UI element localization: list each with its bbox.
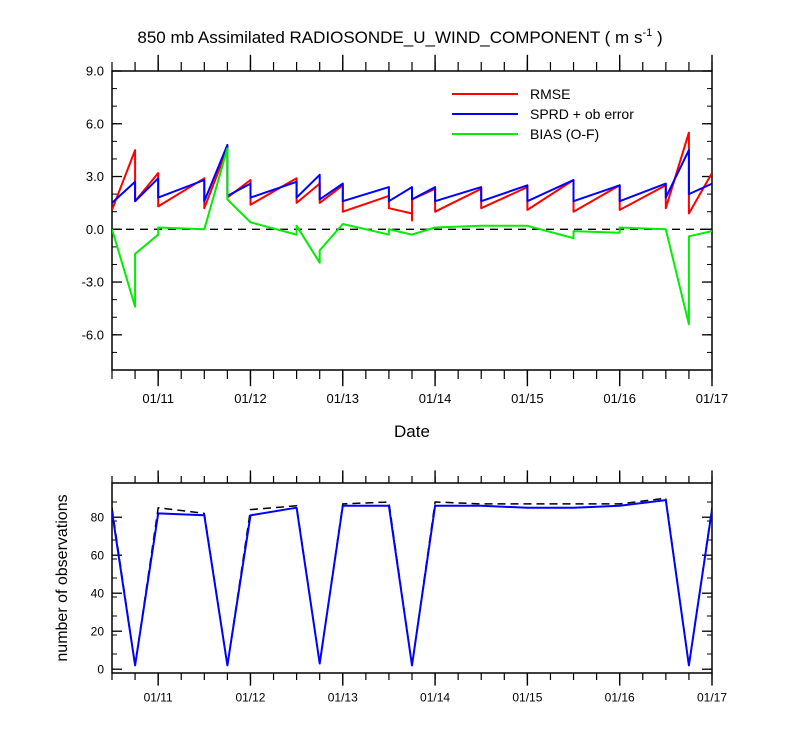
top-panel: 01/11 01/12 01/13 01/14 01/15 01/16 01/17 -6.0 -… <box>82 54 729 406</box>
bottom-y-axis-label: number of observations <box>54 494 71 661</box>
y-tick-label: 0 <box>97 662 104 676</box>
plot-frame <box>111 482 713 674</box>
y-tick-label: 80 <box>91 510 105 524</box>
x-tick-label: 01/16 <box>603 391 636 406</box>
top-x-axis-label: Date <box>394 422 430 441</box>
chart-title: 850 mb Assimilated RADIOSONDE_U_WIND_COM… <box>137 27 662 47</box>
x-tick-label: 01/13 <box>326 391 359 406</box>
series-line-sprd-ob-error <box>112 143 712 204</box>
x-tick-label: 01/13 <box>328 691 358 705</box>
x-tick-label: 01/17 <box>696 391 729 406</box>
y-tick-label: -3.0 <box>82 275 104 290</box>
y-tick-label: 9.0 <box>86 64 104 79</box>
x-tick-label: 01/16 <box>605 691 635 705</box>
y-tick-label: 0.0 <box>86 222 104 237</box>
x-tick-label: 01/12 <box>234 391 267 406</box>
y-tick-label: 40 <box>91 586 105 600</box>
x-tick-label: 01/15 <box>512 691 542 705</box>
series-line-used-observations <box>112 499 712 667</box>
x-tick-label: 01/11 <box>142 391 174 406</box>
bottom-panel: 01/11 01/12 01/13 01/14 01/15 01/16 01/17 0 20 40… <box>91 470 727 705</box>
y-tick-label: 3.0 <box>86 169 104 184</box>
y-tick-label: -6.0 <box>82 327 104 342</box>
y-tick-label: 6.0 <box>86 116 104 131</box>
legend-label: SPRD + ob error <box>530 106 634 122</box>
x-tick-label: 01/14 <box>419 391 452 406</box>
x-tick-label: 01/17 <box>697 691 727 705</box>
series-line-rmse <box>112 131 712 222</box>
y-tick-label: 60 <box>91 548 105 562</box>
x-tick-label: 01/15 <box>511 391 544 406</box>
x-tick-label: 01/11 <box>144 691 173 705</box>
x-tick-label: 01/14 <box>420 691 450 705</box>
x-tick-label: 01/12 <box>235 691 265 705</box>
series-group <box>112 131 712 326</box>
y-tick-label: 20 <box>91 624 105 638</box>
series-group <box>112 497 712 667</box>
series-line-bias-o-f <box>112 147 712 326</box>
series-line-possible-observations <box>112 497 712 667</box>
legend-label: BIAS (O-F) <box>530 126 599 142</box>
legend-label: RMSE <box>530 86 570 102</box>
